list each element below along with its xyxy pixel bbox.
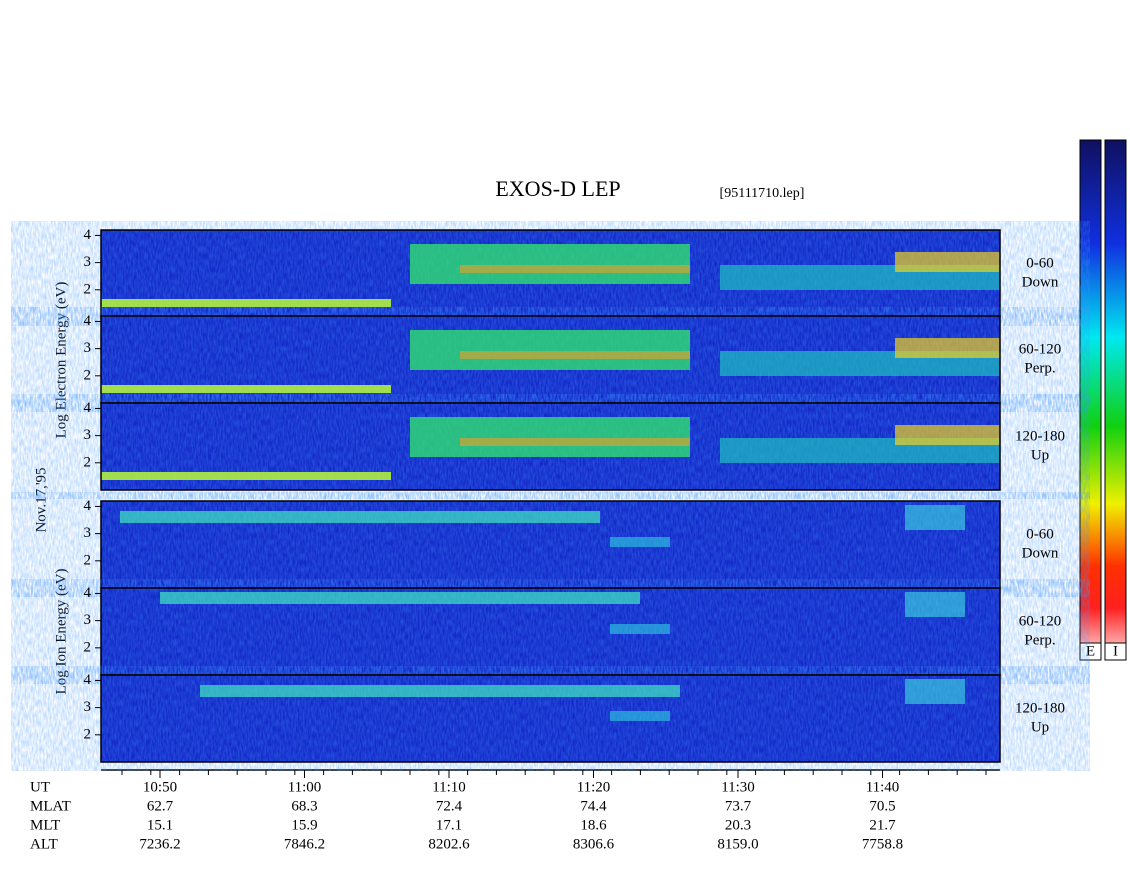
panel-side-label: Up [1031, 719, 1049, 735]
table-cell: 8306.6 [573, 836, 615, 852]
y-tick-label: 4 [84, 672, 92, 688]
y-tick-label: 2 [84, 639, 92, 655]
x-tick-label: 11:40 [866, 779, 900, 795]
flux-band [410, 330, 690, 370]
table-cell: 7758.8 [862, 836, 903, 852]
panel-frame [100, 674, 1001, 763]
row-label: MLAT [30, 798, 71, 814]
table-cell: 21.7 [869, 817, 896, 833]
low-energy-band [101, 472, 391, 480]
table-cell: 73.7 [725, 798, 752, 814]
low-energy-band [101, 299, 391, 307]
flux-band [200, 685, 680, 697]
date: Nov.17,'95 [33, 467, 49, 532]
panel-side-label: Down [1022, 545, 1059, 561]
flux-band [895, 338, 1000, 358]
y-axis-label: Log Electron Energy (eV) [53, 282, 69, 439]
colorbar-label: E [1086, 643, 1095, 659]
y-tick-label: 2 [84, 726, 92, 742]
panel-side-label: Down [1022, 274, 1059, 290]
table-cell: 15.1 [147, 817, 173, 833]
y-tick-label: 4 [84, 227, 92, 243]
y-tick-label: 2 [84, 281, 92, 297]
panel-frame [100, 402, 1001, 491]
flux-band [895, 252, 1000, 272]
panel-side-label: 0-60 [1026, 526, 1054, 542]
table-cell: 17.1 [436, 817, 462, 833]
row-label: MLT [30, 817, 60, 833]
table-cell: 72.4 [436, 798, 463, 814]
flux-core [460, 265, 690, 273]
table-cell: 7846.2 [284, 836, 325, 852]
table-cell: 68.3 [291, 798, 317, 814]
colorbar [1079, 139, 1102, 661]
panel-side-label: 120-180 [1015, 700, 1065, 716]
row-label: ALT [30, 836, 58, 852]
x-tick-label: 11:10 [432, 779, 466, 795]
y-tick-label: 3 [84, 340, 92, 356]
flux-band [610, 537, 670, 547]
y-tick-label: 4 [84, 585, 92, 601]
colorbar-label: I [1113, 643, 1118, 659]
colorbar-label-box [1079, 642, 1102, 661]
y-tick-label: 3 [84, 612, 92, 628]
flux-band [610, 624, 670, 634]
flux-band [160, 592, 640, 604]
flux-band [905, 505, 965, 530]
y-tick-label: 4 [84, 400, 92, 416]
title: EXOS-D LEP [495, 176, 620, 201]
flux-band [410, 244, 690, 284]
y-tick-label: 3 [84, 525, 92, 541]
table-cell: 20.3 [725, 817, 751, 833]
y-tick-label: 2 [84, 552, 92, 568]
table-cell: 15.9 [291, 817, 317, 833]
y-tick-label: 3 [84, 427, 92, 443]
flux-band [410, 417, 690, 457]
colorbar-label-box [1104, 642, 1127, 661]
x-tick-label: 10:50 [143, 779, 177, 795]
row-label: UT [30, 779, 50, 795]
flux-core [460, 351, 690, 359]
file-name: [95111710.lep] [720, 186, 805, 201]
y-axis-label: Log Ion Energy (eV) [53, 569, 69, 695]
table-cell: 18.6 [580, 817, 607, 833]
table-cell: 8202.6 [428, 836, 470, 852]
panel-side-label: 60-120 [1019, 613, 1062, 629]
y-tick-label: 4 [84, 498, 92, 514]
table-cell: 8159.0 [717, 836, 758, 852]
low-energy-band [101, 385, 391, 393]
y-tick-label: 4 [84, 313, 92, 329]
x-tick-label: 11:00 [288, 779, 322, 795]
flux-band [905, 679, 965, 704]
flux-band [120, 511, 600, 523]
y-tick-label: 2 [84, 367, 92, 383]
panel-side-label: 60-120 [1019, 341, 1062, 357]
x-tick-label: 11:30 [721, 779, 755, 795]
colorbar [1104, 139, 1127, 661]
y-tick-label: 3 [84, 699, 92, 715]
panel-side-label: Perp. [1024, 360, 1055, 376]
table-cell: 62.7 [147, 798, 174, 814]
table-cell: 7236.2 [139, 836, 180, 852]
panel-side-label: 120-180 [1015, 428, 1065, 444]
table-cell: 74.4 [580, 798, 607, 814]
flux-band [895, 425, 1000, 445]
panel-side-label: Up [1031, 447, 1049, 463]
flux-core [460, 438, 690, 446]
flux-band [610, 711, 670, 721]
panel-side-label: Perp. [1024, 632, 1055, 648]
panel-side-label: 0-60 [1026, 255, 1054, 271]
flux-band [905, 592, 965, 617]
y-tick-label: 3 [84, 254, 92, 270]
table-cell: 70.5 [869, 798, 895, 814]
x-tick-label: 11:20 [577, 779, 611, 795]
y-tick-label: 2 [84, 454, 92, 470]
